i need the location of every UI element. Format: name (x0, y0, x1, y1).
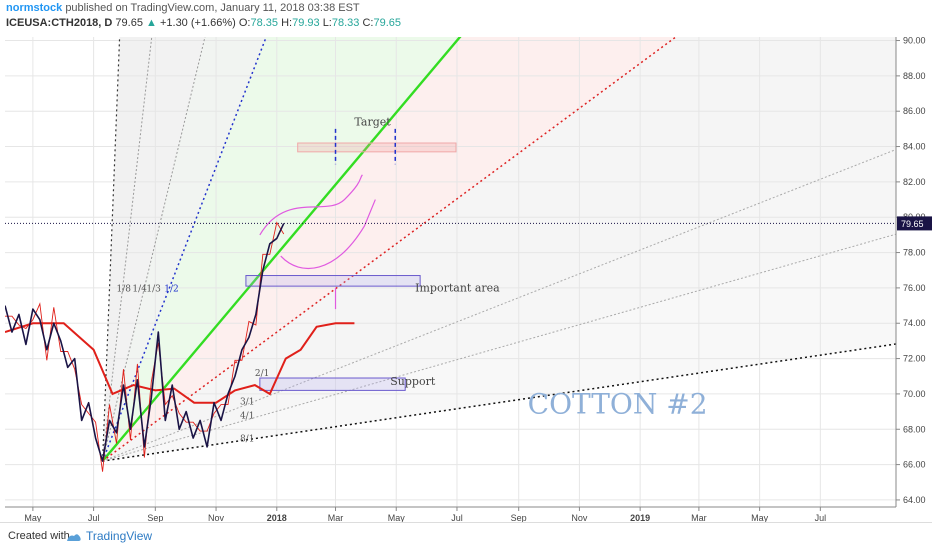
chart-header: normstock published on TradingView.com, … (0, 0, 932, 34)
open-label: O: (238, 17, 251, 29)
fan-zone (102, 234, 896, 462)
price-line (5, 223, 285, 462)
time-tick-label: May (388, 513, 406, 522)
last-price-badge (897, 216, 932, 231)
close-value: 79.65 (373, 17, 401, 29)
high-label: H: (281, 17, 293, 29)
price-tick-label: 72.00 (903, 354, 926, 364)
fan-label: 4/1 (240, 412, 254, 422)
zone-box (245, 275, 421, 287)
fan-line (102, 37, 678, 462)
fan-label: 2/1 (255, 369, 269, 379)
plot-area: 1/8 1/4 1/3 1/2 2/1 3/1 4/1 8/1 Target Important … (5, 37, 896, 507)
up-arrow-icon: ▲ (146, 17, 157, 29)
tradingview-brand[interactable]: TradingView (86, 529, 153, 543)
fan-line (101, 37, 268, 462)
watermark-label: COTTON #2 (528, 387, 708, 420)
high-value: 79.93 (292, 17, 320, 29)
time-tick-label: Jul (451, 513, 463, 522)
price-tick-label: 68.00 (903, 424, 926, 434)
price-tick-label: 70.00 (903, 389, 926, 399)
time-tick-label: Sep (511, 513, 527, 522)
projection-arrow (259, 174, 363, 236)
time-tick-label: May (24, 513, 42, 522)
ichimoku-line-thin (5, 221, 285, 472)
fan-label: 8/1 (240, 435, 254, 445)
last-price-badge-label: 79.65 (901, 219, 924, 229)
time-tick-label: Mar (691, 513, 707, 522)
price-tick-label: 84.00 (903, 142, 926, 152)
zone-box (297, 142, 457, 153)
time-tick-label: Sep (147, 513, 163, 522)
time-tick-label: Nov (571, 513, 588, 522)
fan-label: 1/8 (116, 284, 131, 294)
fan-line (101, 37, 121, 462)
fan-line (102, 37, 206, 462)
last-price: 79.65 (115, 17, 143, 29)
time-tick-label: May (751, 513, 769, 522)
price-tick-label: 86.00 (903, 106, 926, 116)
fan-label: 1/2 (164, 284, 178, 294)
price-tick-label: 90.00 (903, 36, 926, 46)
fan-line (101, 37, 462, 462)
price-tick-label: 82.00 (903, 177, 926, 187)
fan-label: 3/1 (240, 398, 254, 408)
ohlc-legend: ICEUSA:CTH2018, D 79.65 ▲ +1.30 (+1.66%)… (6, 17, 401, 29)
time-tick-label: 2019 (630, 513, 650, 522)
close-label: C: (362, 17, 374, 29)
price-tick-label: 64.00 (903, 495, 926, 505)
price-tick-label: 66.00 (903, 460, 926, 470)
fan-line (102, 148, 896, 462)
fan-zone (102, 37, 896, 462)
annotation-label: Important area (415, 281, 500, 294)
fan-label: 1/4 (132, 284, 147, 294)
price-tick-label: 88.00 (903, 71, 926, 81)
ichimoku-line (5, 322, 355, 404)
created-with-label: Created with (8, 530, 70, 542)
price-chart[interactable]: 1/8 1/4 1/3 1/2 2/1 3/1 4/1 8/1 Target Important … (0, 34, 932, 522)
annotation-label: Target (354, 115, 391, 128)
author-link[interactable]: normstock (6, 2, 63, 14)
fan-label: 1/3 (146, 284, 161, 294)
price-change: +1.30 (+1.66%) (159, 17, 236, 29)
publish-info: published on TradingView.com, January 11… (65, 2, 360, 14)
time-tick-label: 2018 (267, 513, 287, 522)
price-tick-label: 74.00 (903, 318, 926, 328)
price-tick-label: 76.00 (903, 283, 926, 293)
low-value: 78.33 (331, 17, 360, 29)
annotation-label: Support (390, 375, 436, 388)
time-tick-label: Jul (88, 513, 100, 522)
symbol-label: ICEUSA:CTH2018, D (6, 17, 113, 29)
publish-line: normstock published on TradingView.com, … (6, 2, 360, 14)
open-value: 78.35 (250, 17, 279, 29)
tradingview-logo-icon (67, 534, 81, 541)
time-tick-label: Mar (328, 513, 344, 522)
time-tick-label: Nov (208, 513, 225, 522)
zone-box (259, 377, 406, 391)
time-tick-label: Jul (815, 513, 827, 522)
price-tick-label: 78.00 (903, 248, 926, 258)
projection-arrow (280, 199, 376, 270)
low-label: L: (322, 17, 332, 29)
footer: Created with TradingView (0, 522, 932, 551)
